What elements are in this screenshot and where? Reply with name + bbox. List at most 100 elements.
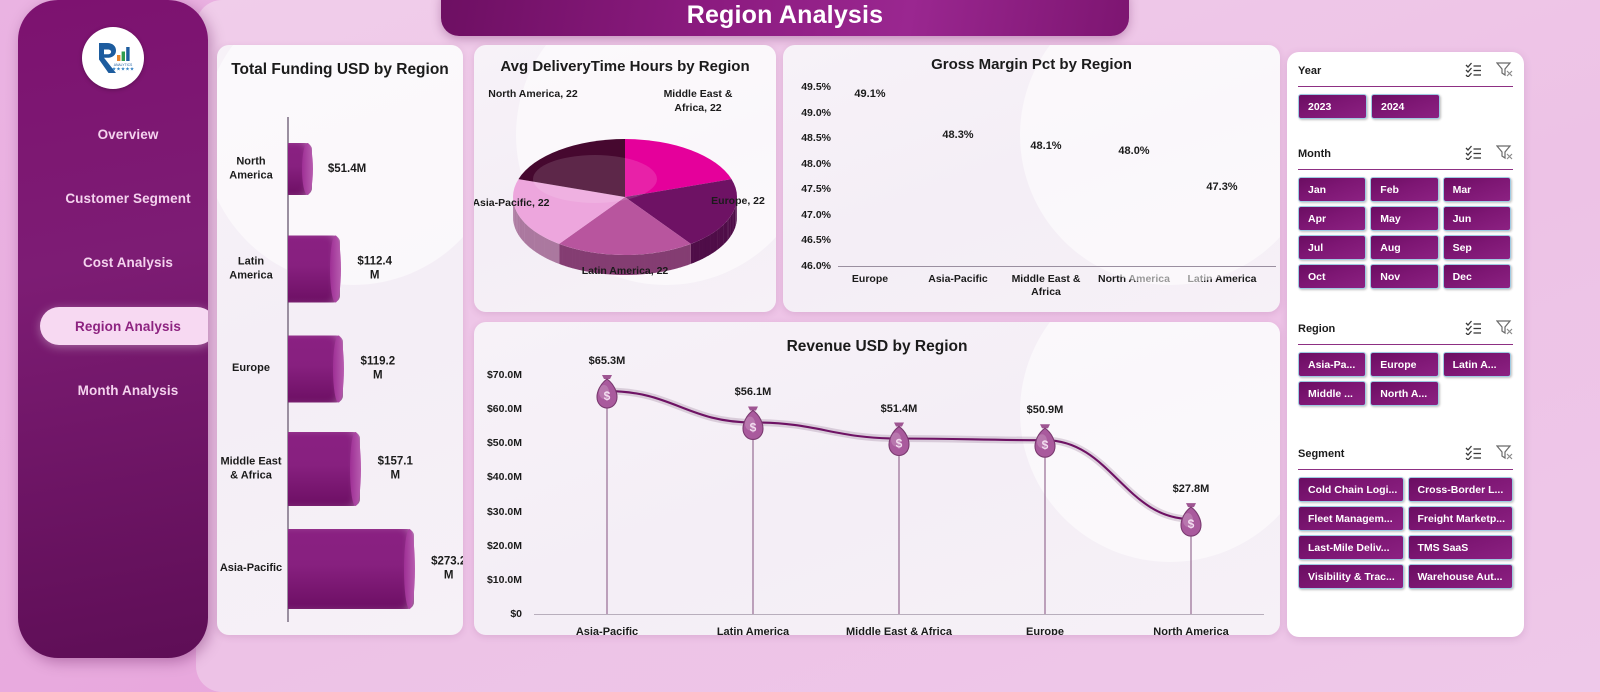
money-bag-icon[interactable]: $ xyxy=(888,422,910,457)
slicer-actions[interactable] xyxy=(1465,445,1513,460)
money-bag-icon[interactable]: $ xyxy=(596,375,618,409)
funding-bar[interactable] xyxy=(288,529,415,609)
slicer-option[interactable]: Warehouse Aut... xyxy=(1407,564,1513,589)
funding-bar[interactable] xyxy=(288,432,362,506)
revenue-y-tick-label: $60.0M xyxy=(486,403,522,416)
slicer-option[interactable]: Visibility & Trac... xyxy=(1298,564,1404,589)
funding-bar[interactable] xyxy=(288,335,344,403)
slicer-option[interactable]: Oct xyxy=(1298,264,1367,289)
pie-slice[interactable] xyxy=(625,179,737,244)
funding-bar-row: Asia-Pacific $273.2 M xyxy=(217,527,463,611)
slicer-option[interactable]: Mar xyxy=(1442,177,1511,202)
funding-bar[interactable] xyxy=(288,143,313,195)
margin-y-tick-label: 48.5% xyxy=(801,132,831,145)
slicer-options: Cold Chain Logi... Cross-Border L... Fleet… xyxy=(1298,477,1513,589)
checklist-icon[interactable] xyxy=(1465,445,1482,460)
funding-bar-row: Middle East & Africa $157.1 M xyxy=(217,427,463,511)
margin-category-label: Latin America xyxy=(1187,273,1257,285)
slicer-option[interactable]: Jan xyxy=(1298,177,1367,202)
chart-title: Avg DeliveryTime Hours by Region xyxy=(500,58,750,75)
logo-graphic: ANALYTICS ★★★★★ xyxy=(86,31,140,85)
slicer-title: Segment xyxy=(1298,448,1345,460)
funding-bar[interactable] xyxy=(288,235,341,303)
checklist-icon[interactable] xyxy=(1465,145,1482,160)
slicer-actions[interactable] xyxy=(1465,62,1513,77)
slicer-option[interactable]: North A... xyxy=(1370,381,1439,406)
slicer-option[interactable]: Jun xyxy=(1442,206,1511,231)
sidebar-item-label: Month Analysis xyxy=(77,382,179,398)
sidebar: ANALYTICS ★★★★★ Overview Customer Segmen… xyxy=(18,0,208,658)
sidebar-item-label: Cost Analysis xyxy=(82,254,174,270)
money-bag-icon[interactable]: $ xyxy=(1180,503,1202,537)
svg-text:$: $ xyxy=(1042,438,1049,452)
slicer-title: Region xyxy=(1298,323,1336,335)
funnel-clear-icon[interactable] xyxy=(1496,320,1513,335)
slicer-option[interactable]: Fleet Managem... xyxy=(1298,506,1404,531)
slicer-actions[interactable] xyxy=(1465,320,1513,335)
checklist-icon[interactable] xyxy=(1465,62,1482,77)
funding-category-label: Middle East & Africa xyxy=(220,455,282,481)
slicer-option[interactable]: 2024 xyxy=(1371,94,1440,119)
pie-slice[interactable] xyxy=(518,139,625,197)
pie-chart-svg xyxy=(513,139,737,275)
revenue-category-label: Asia-Pacific xyxy=(575,626,639,635)
margin-category-label: Asia-Pacific xyxy=(928,273,988,285)
money-bag-icon[interactable]: $ xyxy=(742,406,764,441)
slicer-option[interactable]: Asia-Pa... xyxy=(1298,352,1367,377)
revenue-y-tick-label: $20.0M xyxy=(486,539,522,552)
funnel-clear-icon[interactable] xyxy=(1496,62,1513,77)
checklist-icon[interactable] xyxy=(1465,320,1482,335)
slicer-option[interactable]: Cold Chain Logi... xyxy=(1298,477,1404,502)
pie-slice-label: Asia-Pacific, 22 xyxy=(474,197,550,209)
slicer-header: Region xyxy=(1298,320,1513,345)
funding-category-label: Europe xyxy=(232,362,270,375)
slicer-option[interactable]: Aug xyxy=(1370,235,1439,260)
funding-category-label: Latin America xyxy=(229,255,273,281)
slicer-option[interactable]: Europe xyxy=(1370,352,1439,377)
slicer-option[interactable]: Nov xyxy=(1370,264,1439,289)
slicer-options: 2023 2024 xyxy=(1298,94,1513,119)
slicer-option[interactable]: Dec xyxy=(1442,264,1511,289)
slicer-option[interactable]: 2023 xyxy=(1298,94,1367,119)
slicer-option[interactable]: Cross-Border L... xyxy=(1407,477,1513,502)
slicer-option[interactable]: Feb xyxy=(1370,177,1439,202)
sidebar-item-label: Overview xyxy=(97,126,159,142)
pie-slice[interactable] xyxy=(513,179,625,244)
sidebar-item-overview[interactable]: Overview xyxy=(40,115,208,153)
slicer-option[interactable]: Freight Marketp... xyxy=(1407,506,1513,531)
sidebar-item-region-analysis[interactable]: Region Analysis xyxy=(40,307,208,345)
slicer-options: Jan Feb Mar Apr May Jun Jul Aug Sep Oct Nov Dec xyxy=(1298,177,1513,289)
slicer-header: Segment xyxy=(1298,445,1513,470)
sidebar-item-month-analysis[interactable]: Month Analysis xyxy=(40,371,208,409)
funnel-clear-icon[interactable] xyxy=(1496,145,1513,160)
slicer-option[interactable]: Jul xyxy=(1298,235,1367,260)
margin-value-label: 49.1% xyxy=(854,88,886,101)
slicer-option[interactable]: TMS SaaS xyxy=(1407,535,1513,560)
margin-category-label: North America xyxy=(1098,273,1170,285)
svg-text:$: $ xyxy=(750,420,757,434)
revenue-y-tick-label: $10.0M xyxy=(486,573,522,586)
revenue-category-label: North America xyxy=(1153,626,1229,635)
funnel-clear-icon[interactable] xyxy=(1496,445,1513,460)
sidebar-item-customer-segment[interactable]: Customer Segment xyxy=(40,179,208,217)
revenue-category-label: Middle East & Africa xyxy=(846,626,952,635)
sidebar-item-cost-analysis[interactable]: Cost Analysis xyxy=(40,243,208,281)
chart-title: Total Funding USD by Region xyxy=(231,61,449,78)
pie-slice[interactable] xyxy=(625,139,732,197)
revenue-category-label: Latin America xyxy=(716,626,790,635)
money-bag-icon[interactable]: $ xyxy=(1034,424,1056,458)
funding-category-label: Asia-Pacific xyxy=(219,562,283,575)
margin-axis-line xyxy=(838,266,1276,268)
revenue-value-label: $65.3M xyxy=(588,355,626,368)
slicer-option[interactable]: Sep xyxy=(1442,235,1511,260)
slicer-option[interactable]: Middle ... xyxy=(1298,381,1367,406)
margin-value-label: 47.3% xyxy=(1206,180,1238,193)
pie-slice[interactable] xyxy=(559,197,691,255)
revenue-value-label: $56.1M xyxy=(734,386,772,399)
slicer-option[interactable]: Latin A... xyxy=(1442,352,1511,377)
slicer-option[interactable]: Last-Mile Deliv... xyxy=(1298,535,1404,560)
slicer-option[interactable]: Apr xyxy=(1298,206,1367,231)
slicer-option[interactable]: May xyxy=(1370,206,1439,231)
margin-y-tick-label: 46.0% xyxy=(801,260,831,272)
slicer-actions[interactable] xyxy=(1465,145,1513,160)
